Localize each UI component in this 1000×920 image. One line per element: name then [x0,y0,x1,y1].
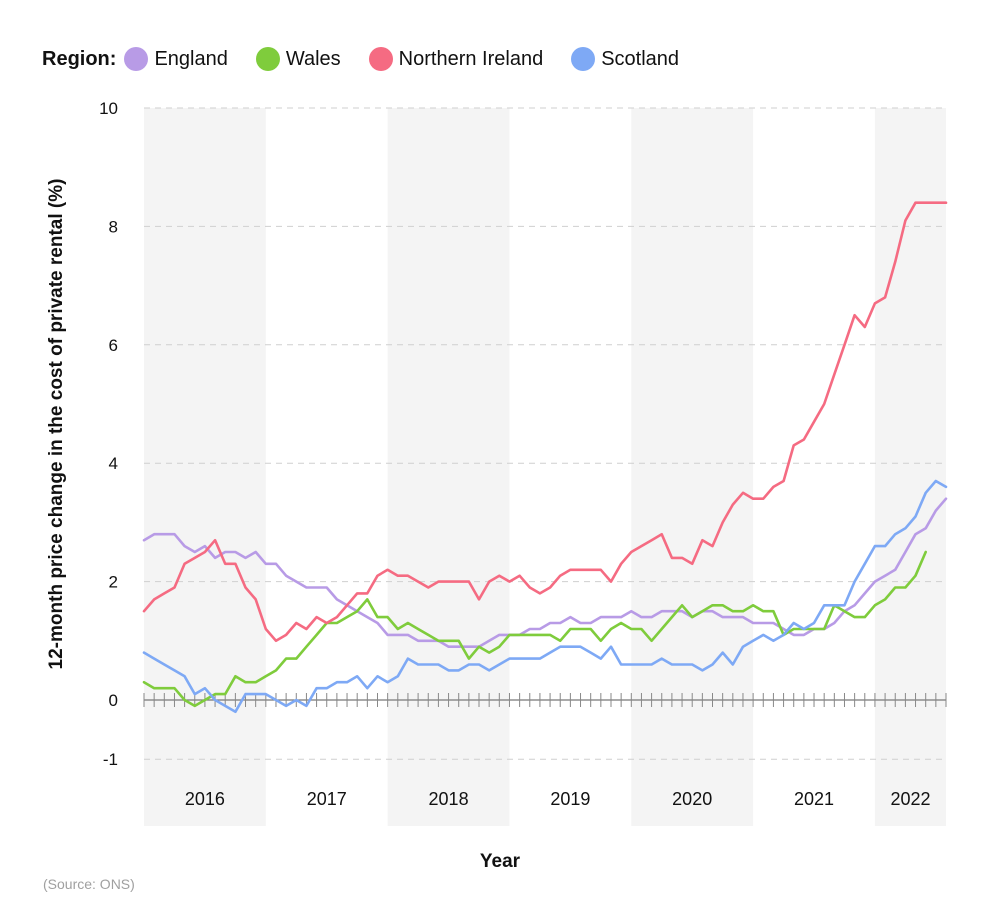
gridlines [144,107,946,760]
x-year-label-2019: 2019 [550,789,590,809]
year-band-2018 [387,108,510,826]
series-line-wales[interactable] [142,550,928,708]
legend-label-england: England [154,47,228,70]
series-lines [142,201,948,714]
year-band-2016 [144,108,266,826]
y-tick-label: 6 [109,336,118,355]
x-year-label-2018: 2018 [429,789,469,809]
legend-swatch-northern-ireland [368,47,393,71]
x-year-label-2022: 2022 [890,789,930,809]
legend-item-england[interactable]: England [124,47,228,71]
y-tick-label: -1 [103,750,118,769]
series-line-scotland[interactable] [142,479,948,714]
legend-swatch-scotland [571,47,596,71]
legend-item-wales[interactable]: Wales [255,47,341,71]
legend-title: Region: [42,47,117,70]
x-axis-year-labels: 2016 2017 2018 2019 2020 2021 2022 [185,789,931,809]
year-band-2020 [631,108,754,826]
series-line-northern-ireland[interactable] [142,201,948,643]
legend-label-wales: Wales [285,47,341,70]
x-year-label-2021: 2021 [794,789,834,809]
year-bands [144,108,946,826]
source-note: (Source: ONS) [43,876,135,892]
y-tick-label: 0 [109,691,118,710]
x-year-label-2020: 2020 [672,789,712,809]
y-axis-ticks: -1 0 2 4 6 8 10 [99,99,118,769]
legend-item-scotland[interactable]: Scotland [571,47,679,71]
legend: Region: England Wales Northern Ireland S… [42,44,707,74]
legend-item-northern-ireland[interactable]: Northern Ireland [368,47,544,71]
legend-label-northern-ireland: Northern Ireland [398,47,544,70]
year-band-2022 [874,108,946,826]
y-tick-label: 4 [109,454,118,473]
x-year-label-2017: 2017 [307,789,347,809]
y-tick-label: 10 [99,99,118,118]
legend-swatch-england [124,47,149,71]
y-tick-label: 2 [109,573,118,592]
x-axis-label: Year [480,851,521,872]
y-tick-label: 8 [109,217,118,236]
x-year-label-2016: 2016 [185,789,225,809]
legend-swatch-wales [255,47,280,71]
y-axis-label: 12-month price change in the cost of pri… [46,179,67,670]
legend-label-scotland: Scotland [601,47,680,70]
